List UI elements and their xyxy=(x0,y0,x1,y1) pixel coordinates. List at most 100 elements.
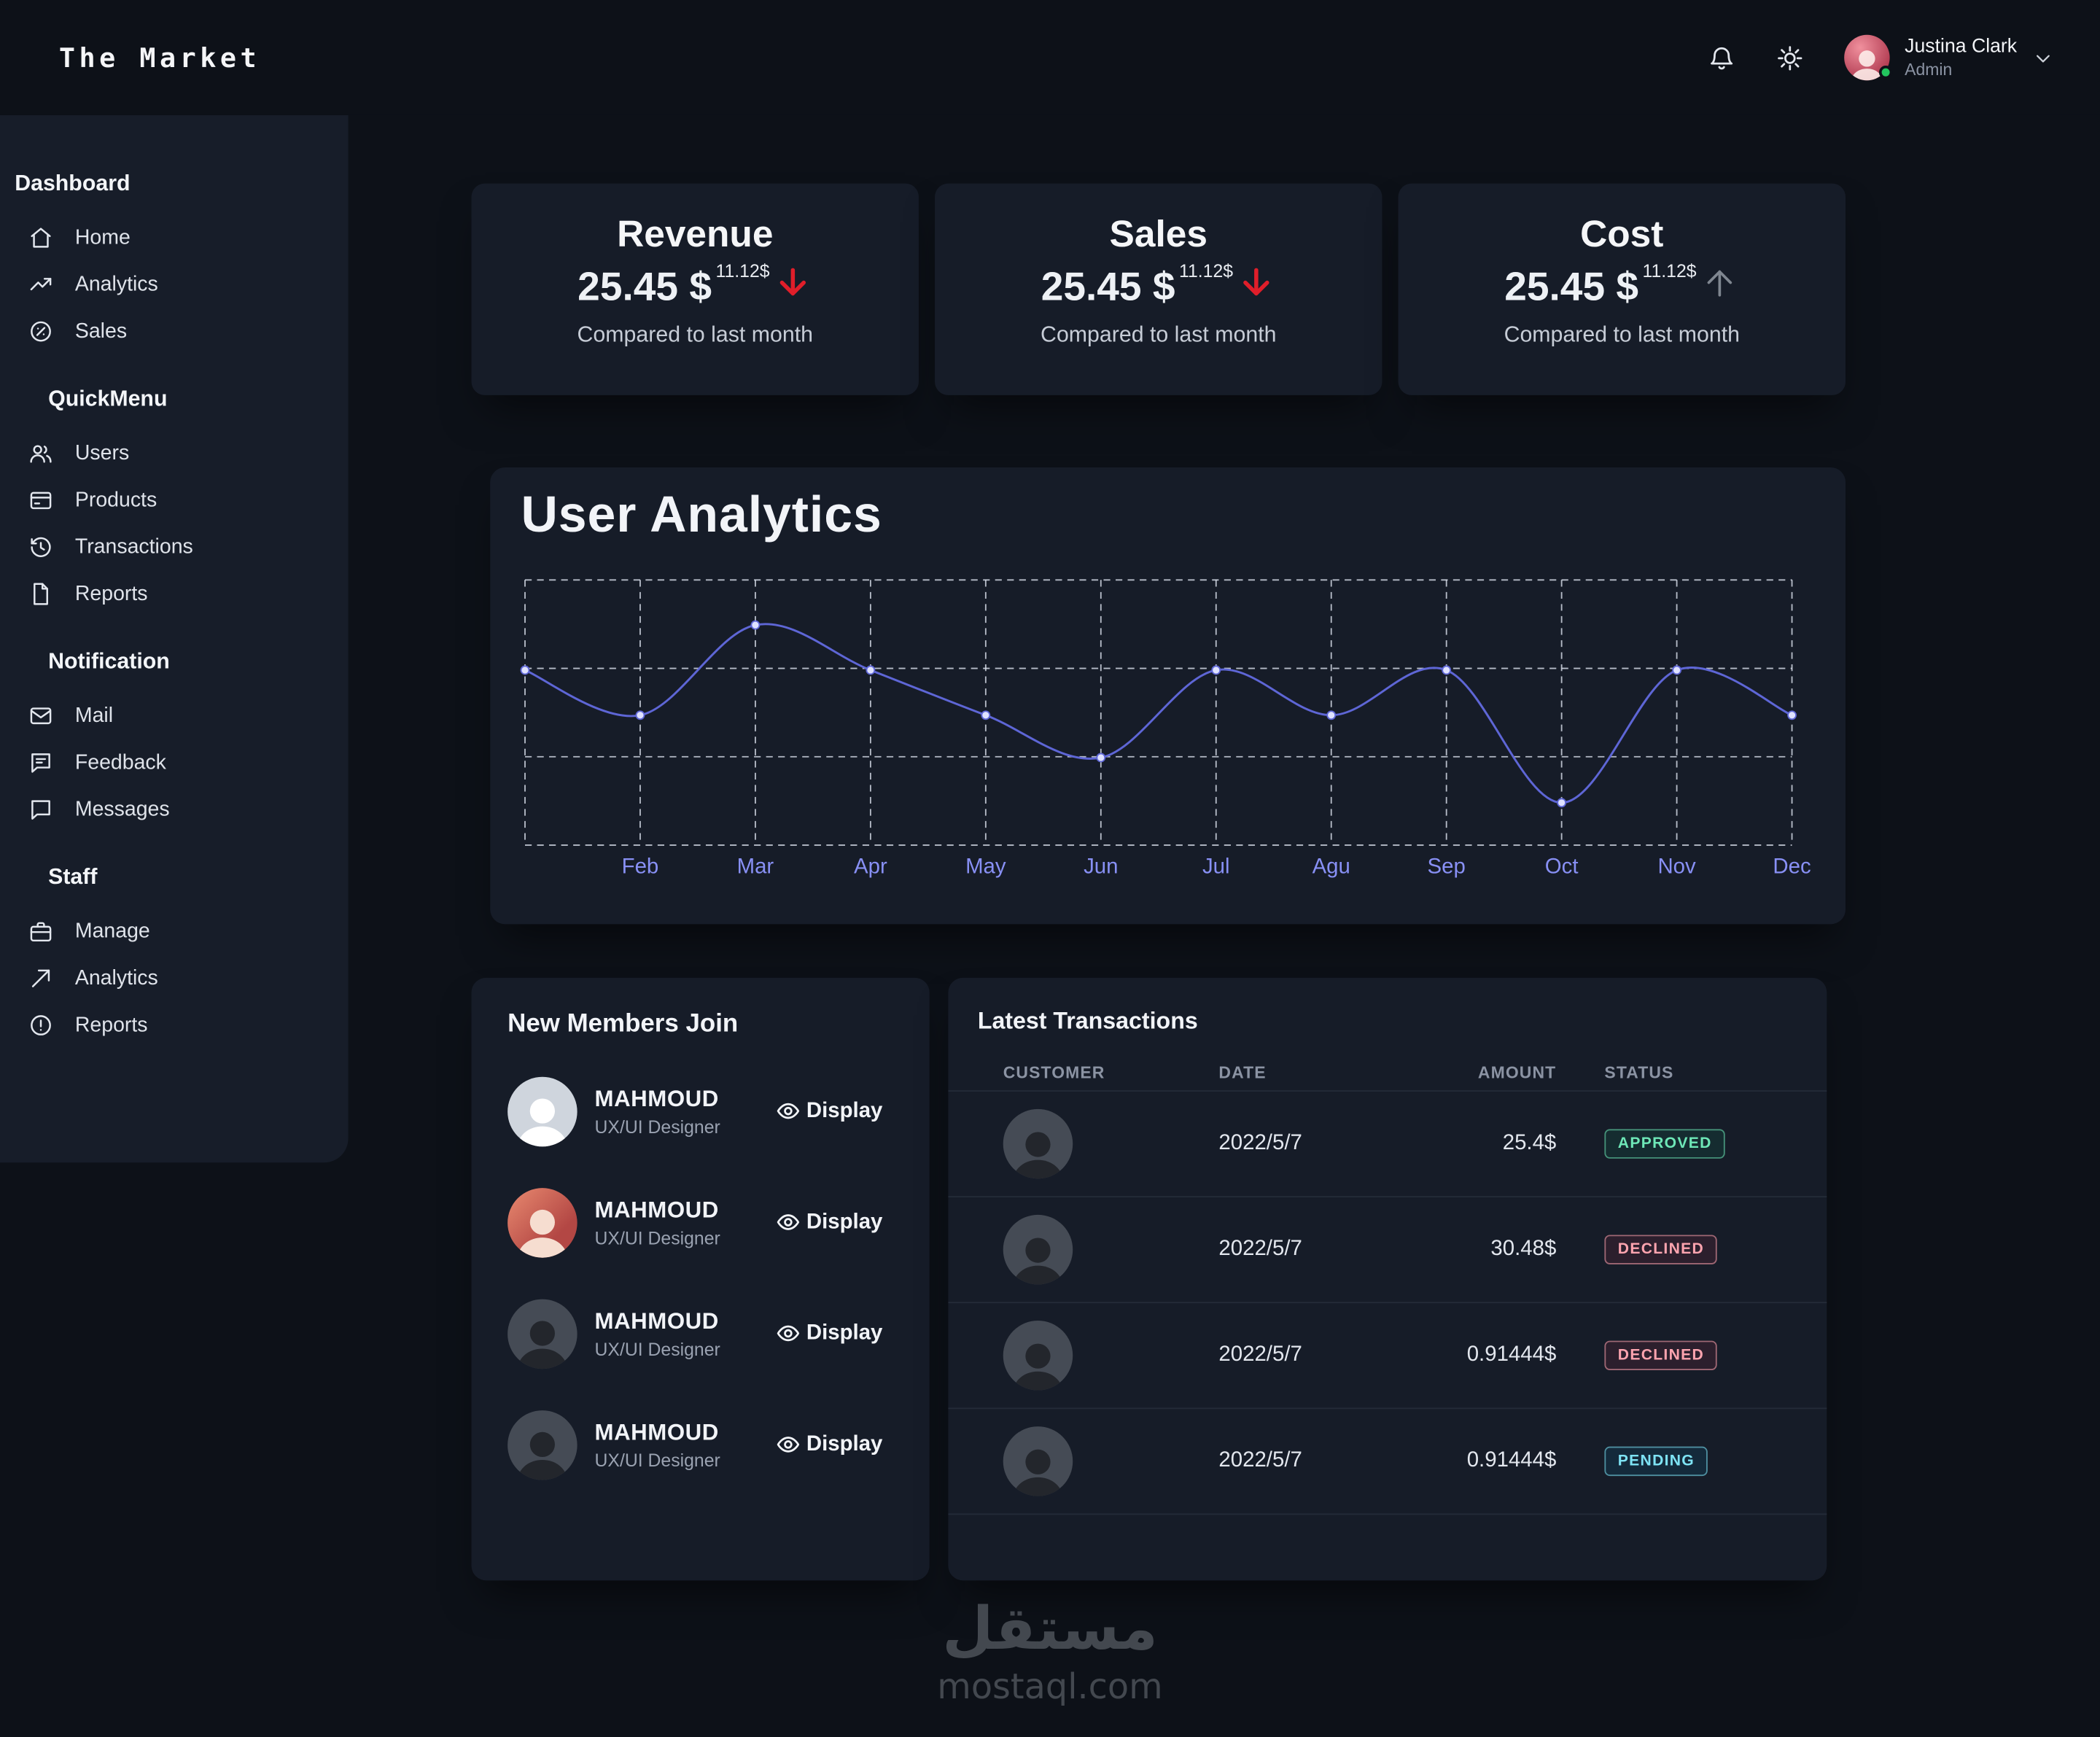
sidebar-item-label: Sales xyxy=(74,319,128,343)
sidebar-item-staff-reports[interactable]: Reports xyxy=(0,1002,349,1049)
sidebar-item-feedback[interactable]: Feedback xyxy=(0,739,349,786)
transaction-row[interactable]: 2022/5/7 25.4$ APPROVED xyxy=(948,1092,1827,1198)
display-button-label: Display xyxy=(806,1210,883,1233)
sidebar-item-label: Messages xyxy=(74,797,170,820)
sidebar-item-staff-analytics[interactable]: Analytics xyxy=(0,955,349,1002)
watermark-arabic: مستقل xyxy=(942,1595,1158,1664)
message-icon xyxy=(28,797,54,823)
display-button[interactable]: Display xyxy=(776,1210,883,1235)
member-name: MAHMOUD xyxy=(594,1085,719,1111)
display-button[interactable]: Display xyxy=(776,1321,883,1346)
chevron-down-icon[interactable] xyxy=(2031,46,2054,69)
users-icon xyxy=(28,440,54,466)
theme-toggle-sun-icon[interactable] xyxy=(1776,44,1805,72)
eye-icon xyxy=(776,1321,801,1346)
transaction-row[interactable]: 2022/5/7 0.91444$ DECLINED xyxy=(948,1303,1827,1410)
member-avatar xyxy=(508,1410,578,1480)
display-button-label: Display xyxy=(806,1099,883,1122)
transaction-date: 2022/5/7 xyxy=(1218,1237,1302,1261)
history-icon xyxy=(28,535,54,560)
status-badge: DECLINED xyxy=(1604,1340,1718,1370)
percent-circle-icon xyxy=(28,319,54,344)
member-row: MAHMOUD UX/UI Designer Display xyxy=(508,1278,893,1388)
top-bar: The Market Justina Clark Admin xyxy=(0,0,2100,115)
revenue-card: Revenue 25.45 $ 11.12$ Compared to last … xyxy=(471,183,919,395)
user-name: Justina Clark xyxy=(1905,36,2018,58)
notifications-bell-icon[interactable] xyxy=(1708,44,1736,72)
sidebar-item-label: Reports xyxy=(74,582,148,605)
info-circle-icon xyxy=(28,1013,54,1038)
chart-month-label: Jun xyxy=(1084,855,1119,879)
chart-month-label: Mar xyxy=(736,855,774,879)
chart-month-label: Oct xyxy=(1544,855,1579,879)
transaction-amount: 0.91444$ xyxy=(1466,1449,1557,1472)
stat-note: Compared to last month xyxy=(577,322,813,347)
chart-point xyxy=(1442,665,1452,675)
trend-down-arrow-icon xyxy=(772,263,812,303)
user-avatar xyxy=(1844,34,1893,81)
display-button-label: Display xyxy=(806,1432,883,1456)
sidebar-item-reports[interactable]: Reports xyxy=(0,570,349,617)
sidebar-item-sales[interactable]: Sales xyxy=(0,308,349,354)
chart-month-label: Nov xyxy=(1657,855,1696,879)
chart-month-label: Jul xyxy=(1202,855,1230,879)
sidebar-item-mail[interactable]: Mail xyxy=(0,693,349,739)
chart-point xyxy=(1787,710,1797,720)
new-members-card: New Members Join MAHMOUD UX/UI Designer … xyxy=(471,977,930,1581)
transaction-row[interactable]: 2022/5/7 0.91444$ PENDING xyxy=(948,1409,1827,1515)
user-menu[interactable]: Justina Clark Admin xyxy=(1844,34,2055,81)
chart-month-label: Sep xyxy=(1427,855,1466,879)
trend-down-arrow-icon xyxy=(1236,263,1276,303)
chart-month-label: Feb xyxy=(621,855,659,879)
header-actions: Justina Clark Admin xyxy=(1708,34,2055,81)
display-button-label: Display xyxy=(806,1321,883,1345)
member-role: UX/UI Designer xyxy=(594,1116,720,1137)
watermark-domain: mostaql.com xyxy=(937,1667,1163,1708)
sidebar-item-transactions[interactable]: Transactions xyxy=(0,524,349,570)
chart-point xyxy=(1096,753,1106,763)
sidebar-item-analytics[interactable]: Analytics xyxy=(0,261,349,308)
display-button[interactable]: Display xyxy=(776,1431,883,1457)
display-button[interactable]: Display xyxy=(776,1098,883,1124)
stat-note: Compared to last month xyxy=(1041,322,1277,347)
sidebar-item-label: Reports xyxy=(74,1013,148,1036)
stat-value: 25.45 $ xyxy=(578,265,712,310)
customer-avatar xyxy=(1003,1108,1073,1179)
sidebar-item-manage[interactable]: Manage xyxy=(0,908,349,955)
sidebar-item-label: Analytics xyxy=(74,272,158,295)
sidebar-item-label: Analytics xyxy=(74,966,158,990)
chart-point xyxy=(635,710,645,720)
eye-icon xyxy=(776,1098,801,1124)
user-role: Admin xyxy=(1905,60,1953,79)
member-name: MAHMOUD xyxy=(594,1307,719,1334)
transaction-row[interactable]: 2022/5/7 30.48$ DECLINED xyxy=(948,1197,1827,1304)
sidebar-item-label: Feedback xyxy=(74,750,166,774)
mail-icon xyxy=(28,703,54,728)
transaction-date: 2022/5/7 xyxy=(1218,1449,1302,1472)
chart-point xyxy=(520,665,530,675)
column-date: DATE xyxy=(1218,1062,1267,1082)
briefcase-icon xyxy=(28,919,54,944)
sidebar-heading-notification: Notification xyxy=(48,649,170,674)
column-status: STATUS xyxy=(1604,1062,1674,1082)
sidebar: Dashboard Home Analytics Sales QuickMenu… xyxy=(0,114,349,1163)
sidebar-item-messages[interactable]: Messages xyxy=(0,786,349,833)
chart-canvas xyxy=(520,579,1797,846)
chart-month-label: Agu xyxy=(1312,855,1350,879)
sidebar-item-users[interactable]: Users xyxy=(0,430,349,477)
online-status-dot xyxy=(1879,65,1893,79)
customer-avatar xyxy=(1003,1426,1073,1496)
chart-point xyxy=(981,710,991,720)
app-logo[interactable]: The Market xyxy=(58,41,261,74)
sales-card: Sales 25.45 $ 11.12$ Compared to last mo… xyxy=(935,183,1382,395)
sidebar-item-home[interactable]: Home xyxy=(0,214,349,261)
member-role: UX/UI Designer xyxy=(594,1450,720,1470)
stat-cards-row: Revenue 25.45 $ 11.12$ Compared to last … xyxy=(471,183,1846,395)
transactions-title: Latest Transactions xyxy=(977,1007,1198,1034)
chart-month-label: May xyxy=(965,855,1006,879)
status-badge: APPROVED xyxy=(1604,1129,1726,1159)
stat-value: 25.45 $ xyxy=(1041,265,1175,310)
transactions-header-row: CUSTOMER DATE AMOUNT STATUS xyxy=(948,1054,1827,1092)
sidebar-item-products[interactable]: Products xyxy=(0,477,349,524)
